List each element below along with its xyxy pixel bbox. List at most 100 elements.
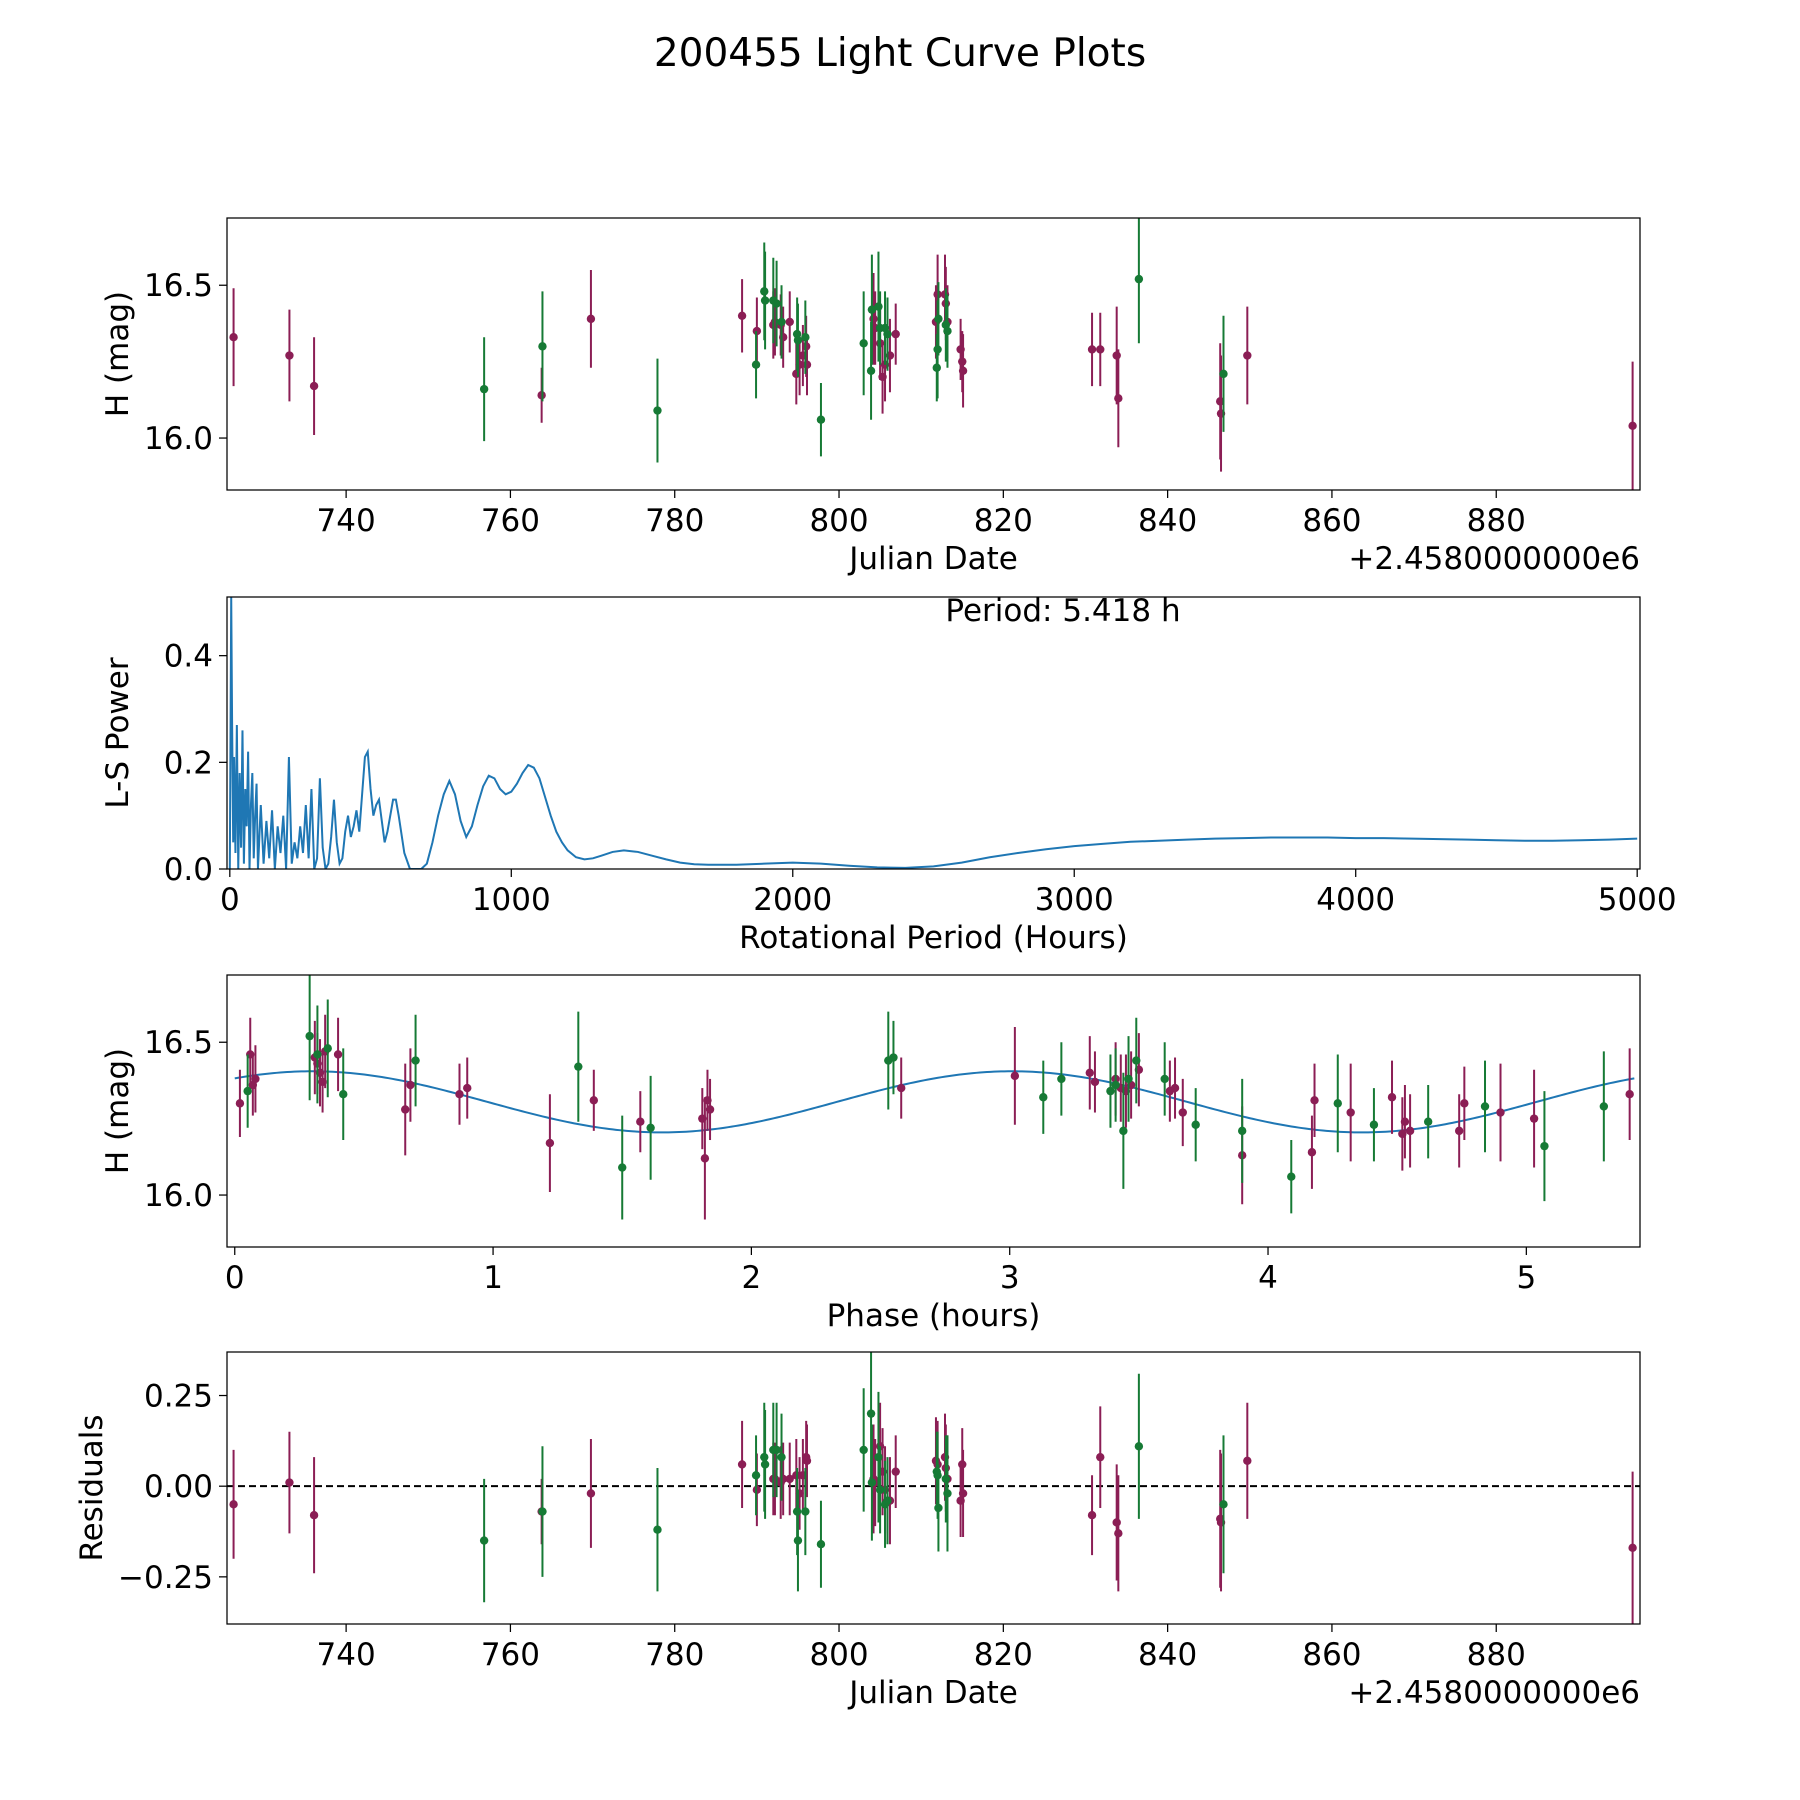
data-point	[1243, 351, 1252, 360]
data-point	[1387, 1093, 1397, 1102]
data-point	[1160, 1074, 1169, 1084]
y-tick-label: 0.2	[164, 745, 213, 781]
data-point	[891, 1467, 900, 1476]
data-point	[1134, 274, 1144, 284]
data-point	[785, 1474, 794, 1484]
panel-phased: 0 1 2 3 4 5 16.0 16.5 Phase (hours) H (mag)	[100, 974, 1641, 1334]
data-point	[793, 336, 803, 345]
data-point	[401, 1105, 410, 1114]
data-point	[816, 415, 826, 424]
data-point	[958, 366, 968, 376]
data-point	[751, 1471, 761, 1480]
data-point	[1496, 1108, 1505, 1117]
data-point	[1087, 1511, 1097, 1520]
x-tick-label: 760	[481, 1637, 540, 1673]
data-point	[574, 1062, 583, 1071]
data-point	[816, 1540, 826, 1549]
data-point	[1124, 1074, 1133, 1084]
data-point	[943, 326, 952, 336]
x-axis-label: Julian Date	[847, 541, 1018, 577]
data-point	[339, 1089, 348, 1099]
x-axis-label: Phase (hours)	[827, 1298, 1041, 1334]
data-point	[1170, 1083, 1180, 1093]
x-tick-label: 2000	[753, 882, 832, 918]
data-point	[859, 339, 868, 348]
data-point	[589, 1096, 599, 1105]
series-green	[243, 975, 1609, 1220]
figure-suptitle: 200455 Light Curve Plots	[654, 31, 1146, 76]
x-tick-label: 800	[809, 1637, 868, 1673]
data-point	[698, 1114, 707, 1123]
data-point	[1307, 1148, 1317, 1157]
data-point	[777, 1452, 786, 1462]
data-point	[737, 311, 747, 320]
data-point	[411, 1056, 420, 1065]
data-point	[1243, 1456, 1252, 1466]
data-point	[1599, 1102, 1609, 1111]
x-tick-label: 800	[809, 503, 868, 539]
data-point	[1460, 1099, 1469, 1108]
y-axis-label: L-S Power	[100, 657, 136, 808]
data-point	[1134, 1442, 1144, 1451]
data-point	[235, 1099, 245, 1108]
data-point	[934, 314, 943, 324]
period-annotation: Period: 5.418 h	[945, 593, 1180, 629]
data-point	[653, 406, 662, 415]
data-point	[1090, 1077, 1100, 1087]
data-point	[1480, 1102, 1490, 1111]
data-point	[243, 1086, 252, 1096]
data-point	[883, 1496, 892, 1505]
data-point	[285, 1478, 294, 1487]
data-point	[1085, 1068, 1094, 1077]
data-point	[229, 332, 238, 342]
x-tick-label: 780	[645, 503, 704, 539]
data-point	[1423, 1117, 1433, 1126]
data-point	[883, 329, 892, 339]
data-point	[1114, 1529, 1123, 1538]
x-tick-label: 760	[481, 503, 540, 539]
data-point	[309, 1511, 319, 1520]
data-point	[1114, 394, 1123, 403]
x-tick-label: 5000	[1598, 882, 1677, 918]
data-point	[1369, 1120, 1379, 1129]
data-point	[866, 366, 876, 376]
x-offset-text: +2.4580000000e6	[1348, 541, 1640, 577]
data-point	[1096, 345, 1105, 354]
data-point	[618, 1163, 627, 1172]
data-point	[875, 1485, 885, 1495]
panel-periodogram: 0 1000 2000 3000 4000 5000 0.0 0.2 0.4 Rotational…	[100, 593, 1677, 956]
y-tick-label: 16.5	[144, 1025, 213, 1061]
data-point	[1132, 1056, 1141, 1065]
data-point	[1106, 1086, 1115, 1096]
x-tick-label: 4000	[1316, 882, 1395, 918]
x-tick-label: 1	[483, 1260, 503, 1296]
data-point	[586, 314, 596, 324]
data-point	[760, 296, 770, 305]
data-point	[752, 326, 762, 336]
data-point	[1087, 345, 1097, 354]
axes-frame	[226, 1351, 1641, 1625]
data-point	[785, 317, 794, 327]
data-point	[867, 1478, 877, 1487]
panel-residuals: 740 760 780 800 820 840 860 880 0.25 0.00 −0.25 Jul…	[74, 1351, 1641, 1711]
data-point	[309, 381, 319, 391]
data-point	[1191, 1120, 1200, 1129]
data-point	[1333, 1099, 1342, 1108]
x-tick-label: 820	[974, 503, 1033, 539]
data-point	[1039, 1093, 1048, 1102]
y-tick-label: 0.4	[164, 639, 213, 675]
data-point	[760, 1460, 770, 1469]
data-point	[479, 1536, 489, 1545]
x-tick-label: 840	[1138, 1637, 1197, 1673]
data-point	[323, 1044, 332, 1053]
data-point	[538, 1507, 547, 1516]
y-tick-label: 16.0	[144, 421, 213, 457]
plot-area-residuals	[227, 1352, 1640, 1624]
data-point	[1400, 1117, 1410, 1126]
data-point	[778, 332, 788, 342]
data-point	[1119, 1126, 1128, 1136]
data-point	[1111, 1080, 1120, 1090]
plot-area-lightcurve	[229, 218, 1637, 490]
data-point	[793, 1536, 803, 1545]
